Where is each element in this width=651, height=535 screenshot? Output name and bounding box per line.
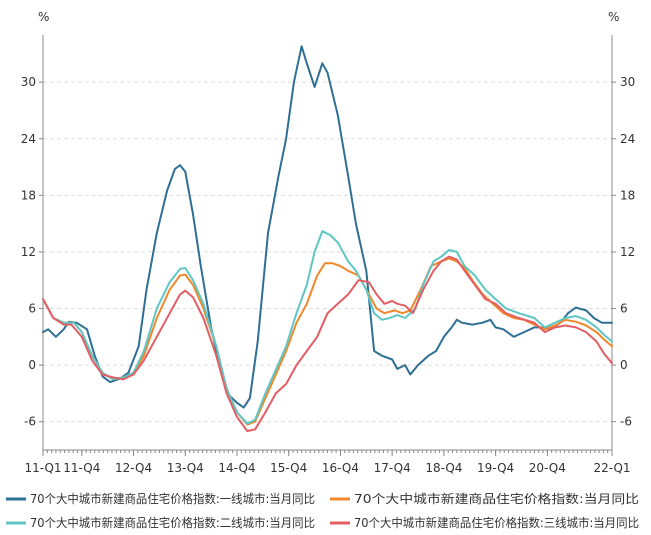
y-tick-label-left: 6 [28, 302, 36, 316]
legend-label-4: 70个大中城市新建商品住宅价格指数:三线城市:当月同比 [354, 515, 639, 530]
y-tick-label-right: 18 [620, 188, 635, 202]
series-line-3 [42, 230, 613, 425]
y-tick-label-right: 0 [620, 358, 628, 372]
y-tick-label-right: 12 [620, 245, 635, 259]
x-tick-label: 11-Q4 [63, 461, 100, 475]
y-tick-label-right: -6 [620, 415, 632, 429]
x-tick-label: 14-Q4 [218, 461, 255, 475]
x-tick-label: 20-Q4 [529, 461, 566, 475]
y-tick-label-left: 0 [28, 358, 36, 372]
legend-label-2: 70个大中城市新建商品住宅价格指数:当月同比 [354, 491, 639, 506]
y-axis-left-unit: % [38, 10, 49, 24]
y-axis-right-unit: % [608, 10, 619, 24]
x-tick-label: 13-Q4 [167, 461, 204, 475]
y-tick-label-left: 24 [21, 132, 36, 146]
x-tick-label: 17-Q4 [374, 461, 411, 475]
x-tick-label: 18-Q4 [425, 461, 462, 475]
axes: -6 -6 0 0 6 6 12 12 18 18 24 24 30 30 11-Q1 11-Q4 12-Q4 1… [21, 35, 635, 475]
series-line-2 [42, 257, 613, 426]
x-tick-label: 11-Q1 [24, 461, 61, 475]
legend-label-1: 70个大中城市新建商品住宅价格指数:一线城市:当月同比 [30, 491, 315, 506]
series-line-4 [42, 255, 613, 433]
y-tick-label-left: -6 [24, 415, 36, 429]
y-tick-label-right: 24 [620, 132, 635, 146]
x-tick-label: 15-Q4 [270, 461, 307, 475]
y-tick-label-left: 30 [21, 75, 36, 89]
y-tick-label-left: 18 [21, 188, 36, 202]
x-tick-label: 12-Q4 [115, 461, 152, 475]
y-tick-label-right: 6 [620, 302, 628, 316]
legend-label-3: 70个大中城市新建商品住宅价格指数:二线城市:当月同比 [30, 515, 315, 530]
y-tick-label-right: 30 [620, 75, 635, 89]
series-lines [42, 45, 613, 433]
x-tick-label: 22-Q1 [593, 461, 630, 475]
x-tick-label: 16-Q4 [322, 461, 359, 475]
series-line-1 [42, 45, 613, 409]
legend: 70个大中城市新建商品住宅价格指数:一线城市:当月同比 70个大中城市新建商品住宅… [6, 491, 639, 530]
y-tick-label-left: 12 [21, 245, 36, 259]
x-tick-label: 19-Q4 [477, 461, 514, 475]
